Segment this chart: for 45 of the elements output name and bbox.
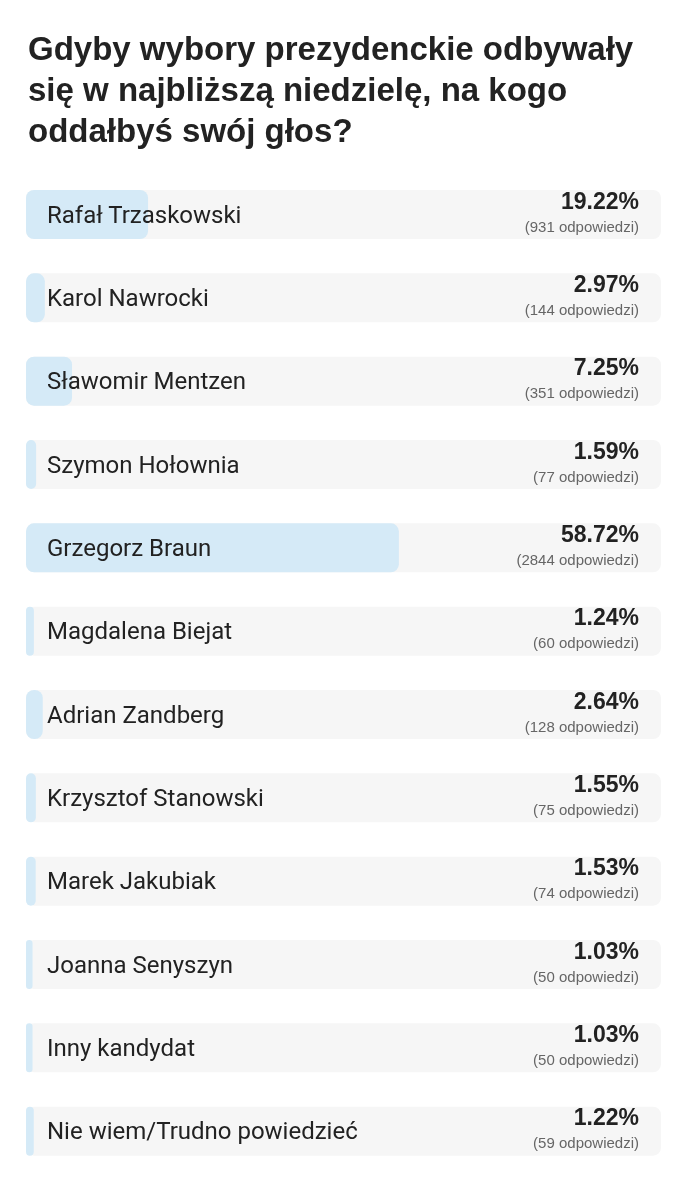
data-label: 1.55%	[573, 770, 639, 797]
data-label: 1.24%	[573, 604, 639, 631]
data-label: 19.22%	[560, 187, 639, 214]
annotation: (60 odpowiedzi)	[533, 634, 639, 652]
y-tick-label: Karol Nawrocki	[47, 283, 209, 312]
annotation: (50 odpowiedzi)	[533, 967, 639, 985]
bar	[26, 940, 33, 989]
y-tick-label: Rafał Trzaskowski	[47, 200, 242, 229]
bar	[26, 273, 45, 323]
annotation: (351 odpowiedzi)	[524, 384, 639, 402]
data-label: 1.22%	[573, 1104, 639, 1131]
data-label: 1.59%	[573, 437, 639, 464]
annotation: (2844 odpowiedzi)	[516, 550, 639, 568]
bar	[26, 1023, 33, 1073]
y-tick-label: Szymon Hołownia	[47, 450, 240, 479]
bar	[26, 606, 34, 656]
y-tick-label: Adrian Zandberg	[47, 700, 225, 729]
bar	[26, 773, 36, 823]
y-tick-label: Grzegorz Braun	[47, 533, 212, 562]
annotation: (75 odpowiedzi)	[533, 800, 639, 818]
annotation: (931 odpowiedzi)	[524, 217, 639, 235]
annotation: (128 odpowiedzi)	[524, 717, 639, 735]
chart-title: Gdyby wybory prezydenckie odbywały się w najbliższą niedzielę, na kogo oddałbyś swój głos?	[27, 29, 635, 151]
data-label: 2.64%	[573, 687, 639, 714]
y-tick-label: Magdalena Biejat	[47, 617, 233, 646]
y-tick-label: Joanna Senyszyn	[47, 950, 233, 979]
data-label: 2.97%	[573, 270, 639, 297]
bar	[26, 1106, 34, 1156]
y-tick-label: Nie wiem/Trudno powiedzieć	[47, 1117, 358, 1146]
annotation: (74 odpowiedzi)	[533, 884, 639, 902]
y-tick-label: Krzysztof Stanowski	[47, 783, 264, 812]
bar	[26, 440, 37, 489]
data-label: 1.53%	[573, 854, 639, 881]
data-label: 7.25%	[573, 354, 639, 381]
annotation: (144 odpowiedzi)	[524, 300, 639, 318]
annotation: (59 odpowiedzi)	[533, 1134, 639, 1152]
annotation: (77 odpowiedzi)	[533, 467, 639, 485]
y-tick-label: Sławomir Mentzen	[47, 367, 246, 396]
bar	[26, 856, 36, 906]
data-label: 58.72%	[560, 520, 639, 547]
y-tick-label: Inny kandydat	[47, 1033, 196, 1062]
y-tick-label: Marek Jakubiak	[47, 867, 217, 896]
data-label: 1.03%	[573, 1020, 639, 1047]
annotation: (50 odpowiedzi)	[533, 1050, 639, 1068]
data-label: 1.03%	[573, 937, 639, 964]
